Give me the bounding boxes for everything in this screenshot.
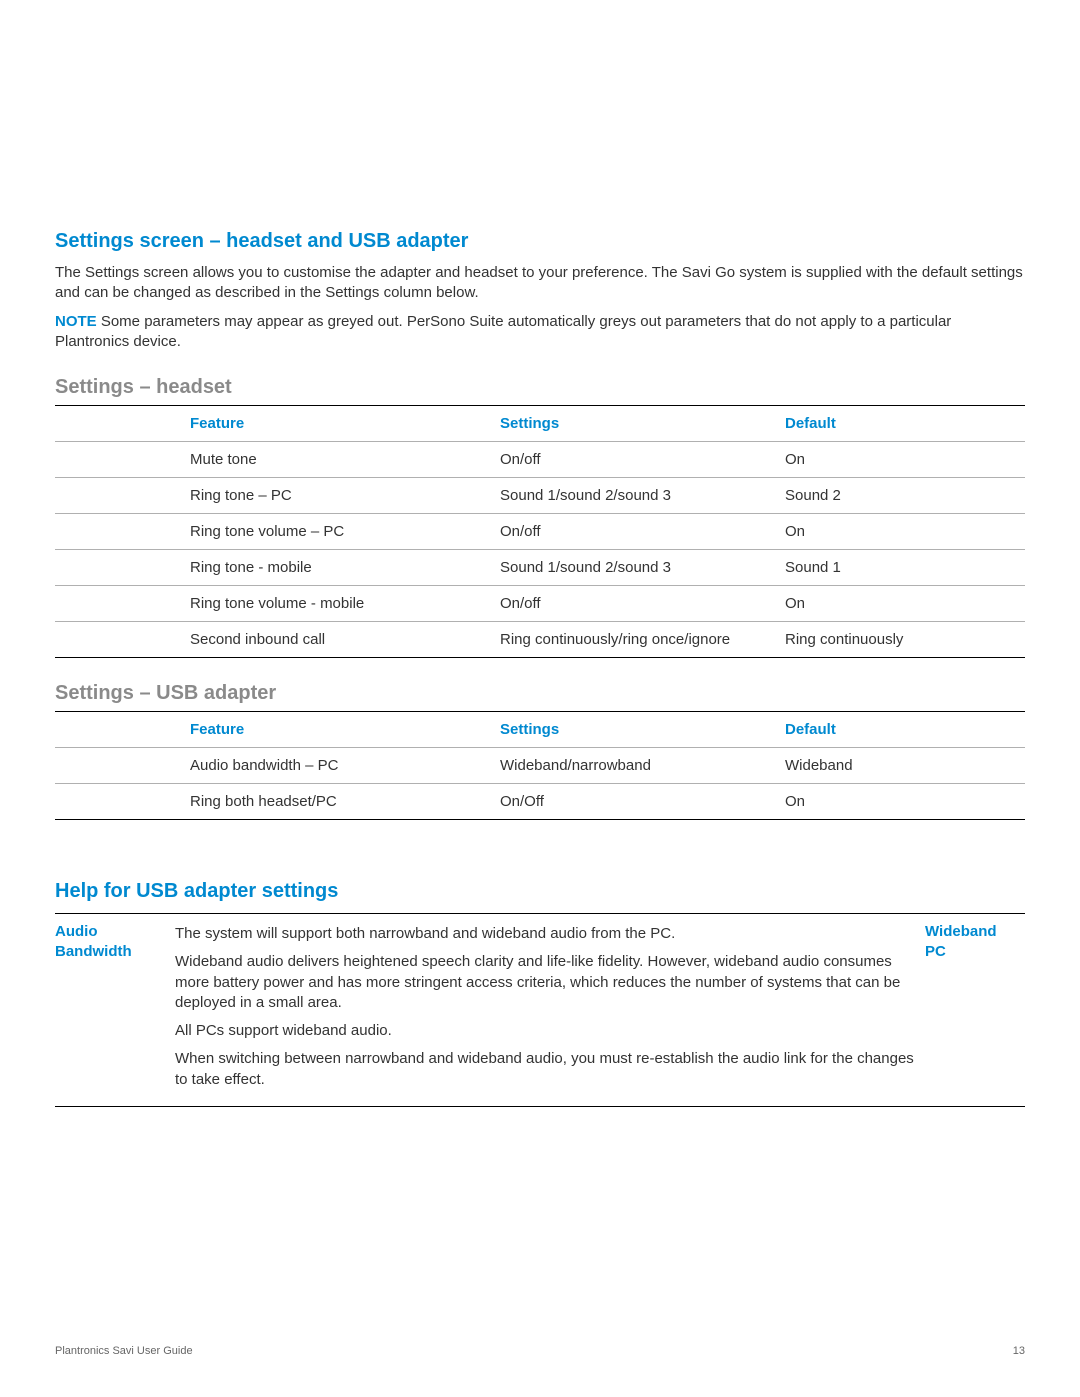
table-row: Second inbound call Ring continuously/ri…: [55, 622, 1025, 658]
cell-default: Ring continuously: [785, 622, 1025, 658]
subhead-settings-usb: Settings – USB adapter: [55, 682, 1025, 705]
cell-feature: Ring tone - mobile: [190, 550, 500, 586]
col-header-settings: Settings: [500, 712, 785, 748]
help-left-label: Audio Bandwidth: [55, 914, 175, 1107]
col-header-default: Default: [785, 406, 1025, 442]
cell-settings: On/Off: [500, 784, 785, 820]
help-right-line2: PC: [925, 942, 1019, 962]
cell-feature: Ring both headset/PC: [190, 784, 500, 820]
table-row: Ring tone – PC Sound 1/sound 2/sound 3 S…: [55, 478, 1025, 514]
table-row: Ring both headset/PC On/Off On: [55, 784, 1025, 820]
note-label: NOTE: [55, 313, 97, 330]
cell-default: Wideband: [785, 748, 1025, 784]
help-left-line1: Audio: [55, 922, 169, 942]
help-para: All PCs support wideband audio.: [175, 1021, 919, 1041]
table-row: Ring tone - mobile Sound 1/sound 2/sound…: [55, 550, 1025, 586]
cell-settings: Sound 1/sound 2/sound 3: [500, 550, 785, 586]
table-header-row: Feature Settings Default: [55, 712, 1025, 748]
col-header-feature: Feature: [190, 712, 500, 748]
cell-default: Sound 1: [785, 550, 1025, 586]
help-left-line2: Bandwidth: [55, 942, 169, 962]
table-row: Audio bandwidth – PC Wideband/narrowband…: [55, 748, 1025, 784]
table-help-usb: Audio Bandwidth The system will support …: [55, 913, 1025, 1107]
cell-settings: Ring continuously/ring once/ignore: [500, 622, 785, 658]
cell-default: On: [785, 784, 1025, 820]
note-paragraph: NOTE Some parameters may appear as greye…: [55, 312, 1025, 353]
table-row: Ring tone volume – PC On/off On: [55, 514, 1025, 550]
table-settings-usb: Feature Settings Default Audio bandwidth…: [55, 711, 1025, 820]
section-title-settings-screen: Settings screen – headset and USB adapte…: [55, 230, 1025, 253]
help-right-line1: Wideband: [925, 922, 1019, 942]
page-footer: Plantronics Savi User Guide 13: [55, 1345, 1025, 1357]
help-body: The system will support both narrowband …: [175, 914, 925, 1107]
cell-settings: On/off: [500, 442, 785, 478]
col-header-feature: Feature: [190, 406, 500, 442]
cell-settings: Sound 1/sound 2/sound 3: [500, 478, 785, 514]
table-settings-headset: Feature Settings Default Mute tone On/of…: [55, 405, 1025, 658]
section-title-help-usb: Help for USB adapter settings: [55, 880, 1025, 903]
help-para: When switching between narrowband and wi…: [175, 1049, 919, 1090]
help-para: The system will support both narrowband …: [175, 924, 919, 944]
note-body: Some parameters may appear as greyed out…: [55, 313, 951, 350]
intro-paragraph: The Settings screen allows you to custom…: [55, 263, 1025, 304]
cell-settings: On/off: [500, 514, 785, 550]
cell-feature: Ring tone – PC: [190, 478, 500, 514]
cell-default: On: [785, 586, 1025, 622]
help-right-label: Wideband PC: [925, 914, 1025, 1107]
cell-default: Sound 2: [785, 478, 1025, 514]
help-para: Wideband audio delivers heightened speec…: [175, 952, 919, 1013]
cell-settings: Wideband/narrowband: [500, 748, 785, 784]
subhead-settings-headset: Settings – headset: [55, 376, 1025, 399]
cell-feature: Ring tone volume - mobile: [190, 586, 500, 622]
table-row: Mute tone On/off On: [55, 442, 1025, 478]
footer-left: Plantronics Savi User Guide: [55, 1345, 193, 1357]
cell-default: On: [785, 442, 1025, 478]
cell-feature: Ring tone volume – PC: [190, 514, 500, 550]
cell-feature: Audio bandwidth – PC: [190, 748, 500, 784]
footer-page-number: 13: [1013, 1345, 1025, 1357]
table-row: Ring tone volume - mobile On/off On: [55, 586, 1025, 622]
cell-feature: Second inbound call: [190, 622, 500, 658]
cell-settings: On/off: [500, 586, 785, 622]
col-header-settings: Settings: [500, 406, 785, 442]
cell-feature: Mute tone: [190, 442, 500, 478]
cell-default: On: [785, 514, 1025, 550]
table-header-row: Feature Settings Default: [55, 406, 1025, 442]
col-header-default: Default: [785, 712, 1025, 748]
